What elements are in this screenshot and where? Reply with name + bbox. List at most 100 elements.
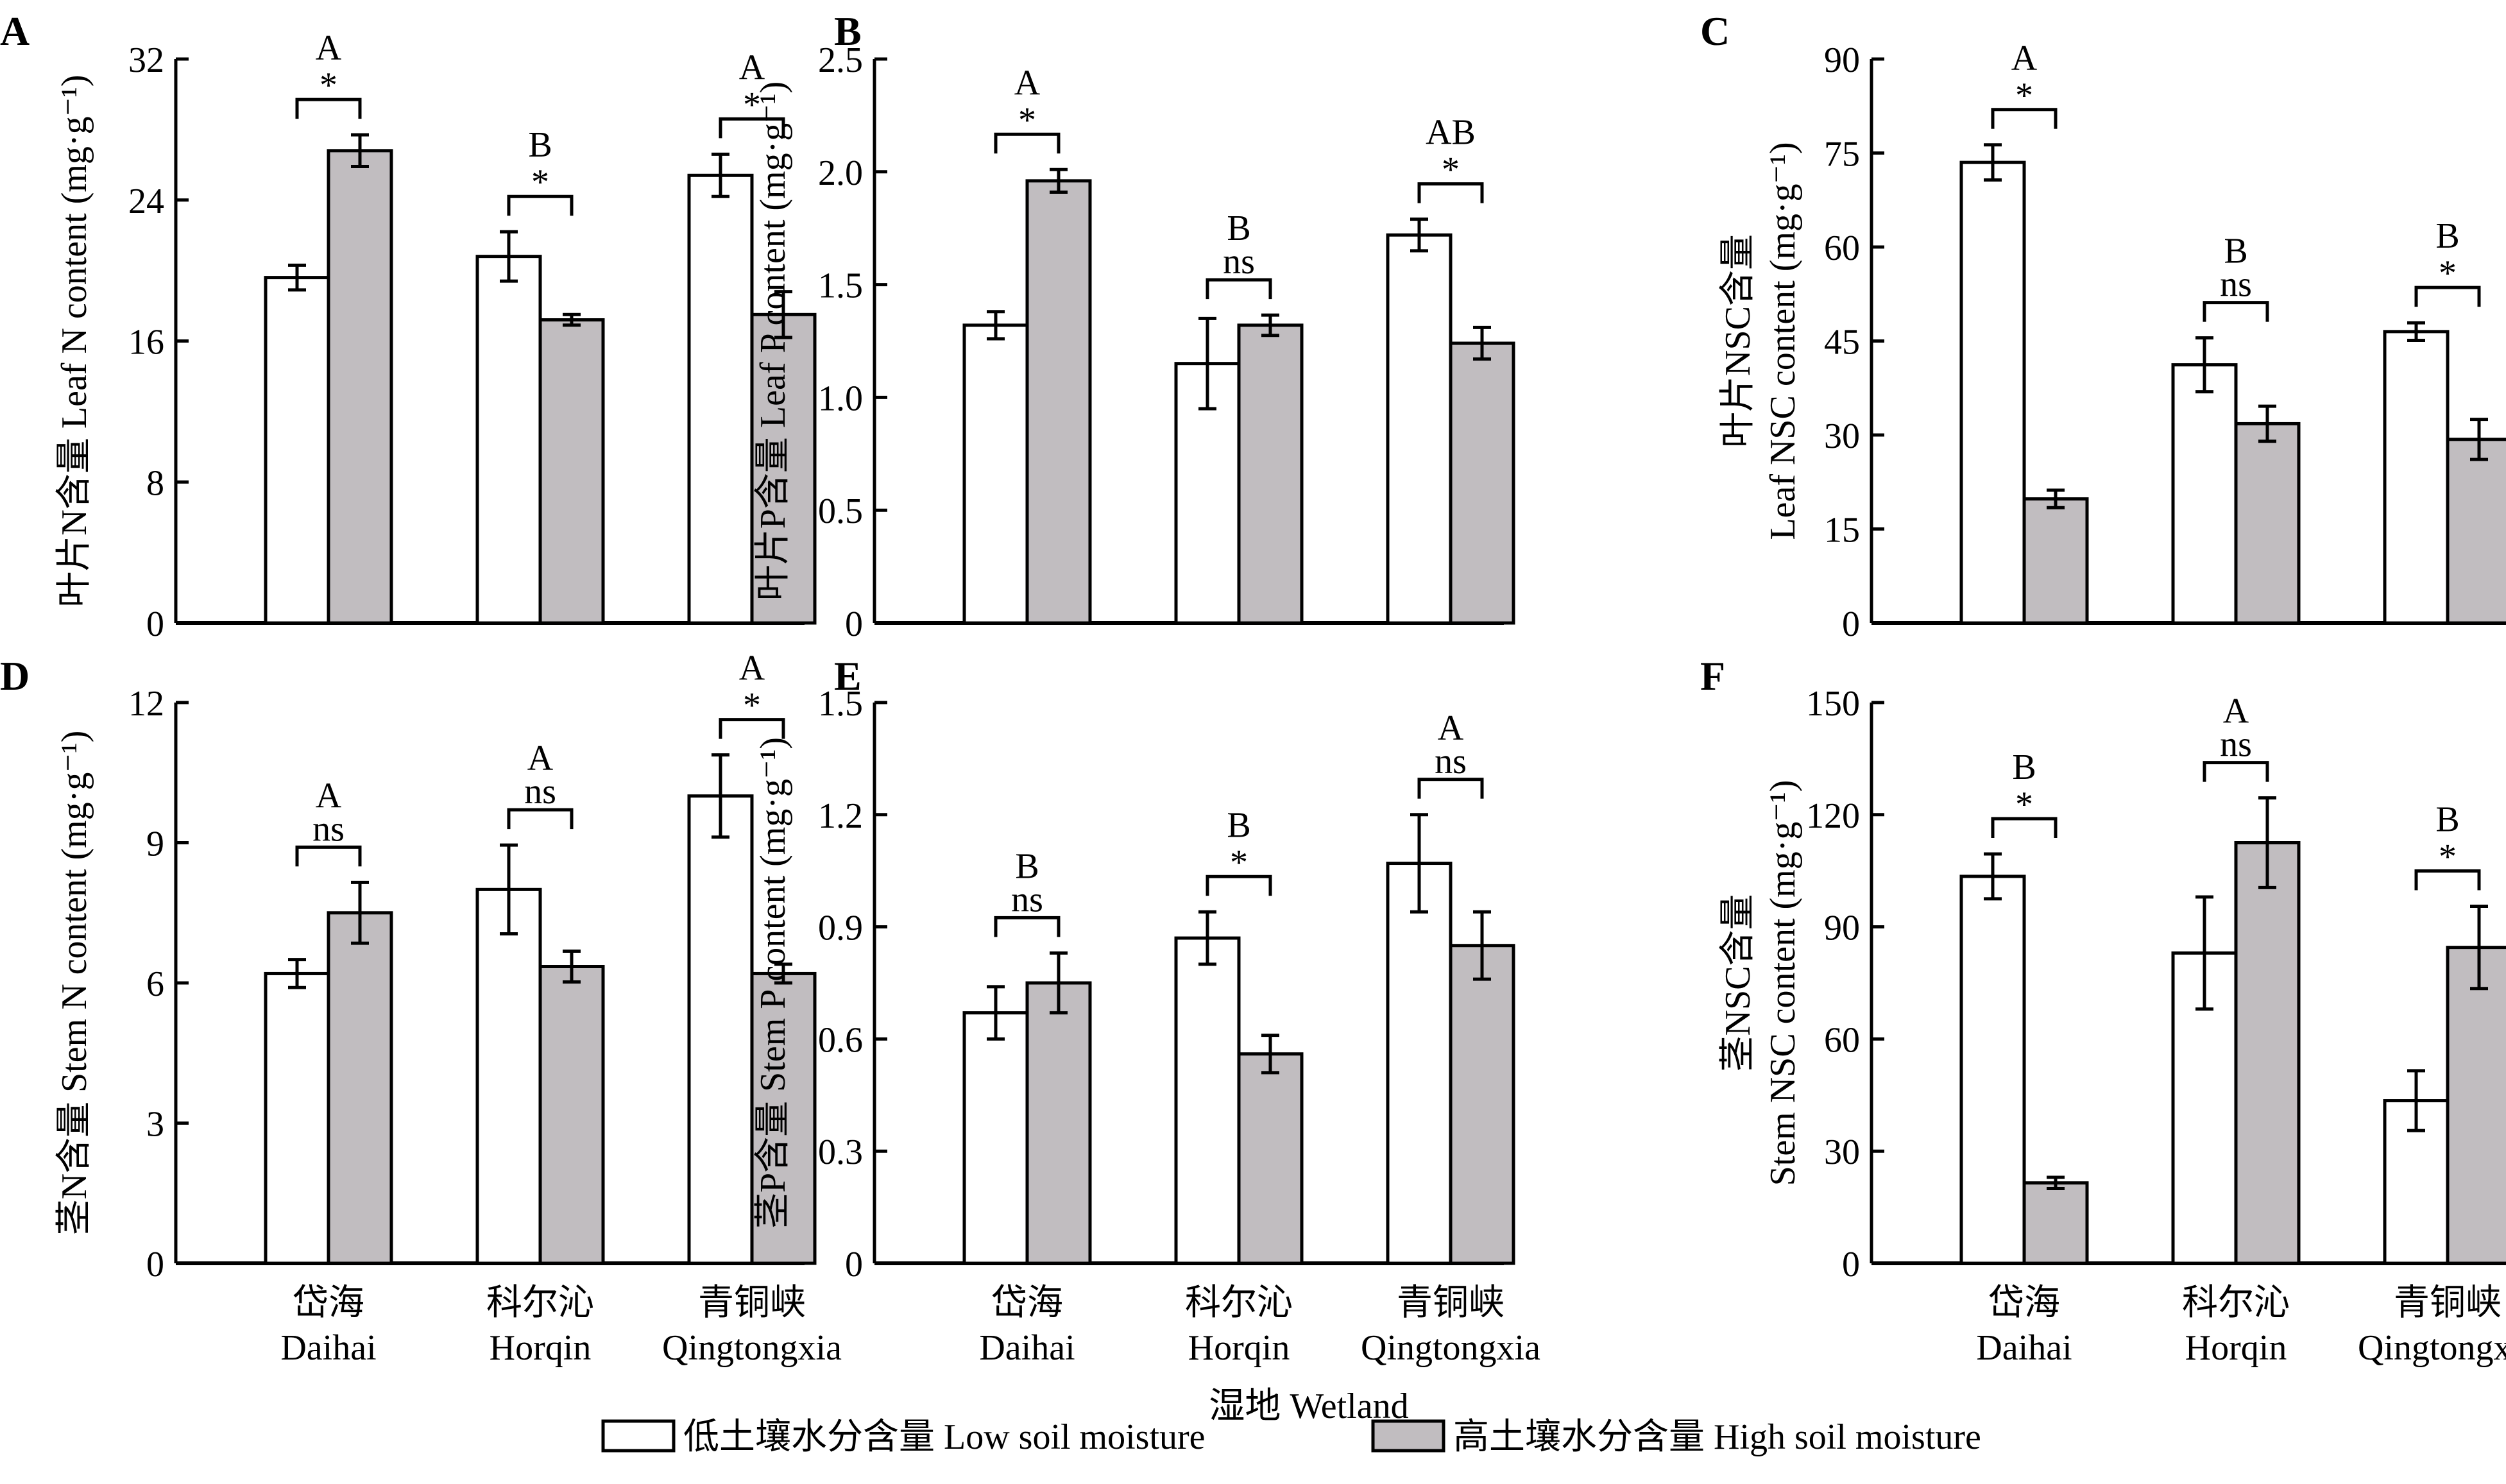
x-tick-label: Horqin xyxy=(1188,1328,1290,1368)
y-axis-label-cn: 茎N含量 xyxy=(55,1102,94,1235)
x-tick-label: Daihai xyxy=(1976,1328,2072,1368)
significance-label: * xyxy=(743,686,761,726)
y-axis-label-en: Stem N content (mg·g⁻¹) xyxy=(55,731,94,1093)
bar-high-moisture xyxy=(327,149,393,625)
bar-low-moisture xyxy=(687,173,754,625)
group-letter: B xyxy=(2224,232,2247,271)
bar-low-moisture xyxy=(687,794,754,1265)
x-tick-label-cn: 科尔沁 xyxy=(486,1283,594,1323)
panel-letter: E xyxy=(834,653,862,699)
y-tick-label: 0.6 xyxy=(818,1020,863,1060)
bar-high-moisture xyxy=(2446,438,2506,625)
x-tick-label: Daihai xyxy=(280,1328,376,1368)
significance-bracket xyxy=(2414,869,2481,891)
panel-letter: B xyxy=(834,8,862,54)
significance-label: * xyxy=(743,85,761,124)
significance-bracket xyxy=(719,117,785,139)
group-letter: A xyxy=(2011,38,2038,78)
legend-swatch-low xyxy=(601,1419,676,1453)
group-letter: B xyxy=(1227,209,1250,248)
bar-high-moisture xyxy=(750,312,817,625)
significance-label: * xyxy=(1230,842,1248,882)
significance-bracket xyxy=(2203,301,2269,322)
bar-high-moisture xyxy=(1025,981,1092,1265)
x-tick-label: Horqin xyxy=(490,1328,592,1368)
x-tick-label: Qingtongxia xyxy=(662,1328,842,1368)
y-tick-label: 0 xyxy=(1842,1245,1860,1284)
y-tick-label: 8 xyxy=(146,463,164,503)
bar-low-moisture xyxy=(475,887,542,1265)
y-axis-label-space xyxy=(55,429,94,438)
y-axis-label: 茎P含量 Stem P content (mg·g⁻¹) xyxy=(753,737,793,1229)
bar-low-moisture xyxy=(1386,233,1453,625)
y-tick-label: 15 xyxy=(1824,511,1860,550)
y-tick-label: 2.5 xyxy=(818,40,863,80)
y-tick-label: 90 xyxy=(1824,908,1860,948)
y-tick-label: 60 xyxy=(1824,1020,1860,1060)
group-letter: B xyxy=(2435,216,2459,256)
bar-low-moisture xyxy=(962,323,1029,625)
significance-label: ns xyxy=(1435,742,1467,781)
y-axis-label-cn: 叶片N含量 xyxy=(55,438,94,607)
significance-bracket xyxy=(295,845,362,867)
significance-label: ns xyxy=(1011,880,1043,919)
y-axis-label: 叶片N含量 Leaf N content (mg·g⁻¹) xyxy=(55,74,94,607)
y-axis-label: Stem NSC content (mg·g⁻¹) xyxy=(1763,780,1803,1186)
panel-letter: C xyxy=(1700,8,1730,54)
y-tick-label: 0 xyxy=(845,1245,863,1284)
bar-high-moisture xyxy=(2022,1181,2089,1265)
y-tick-label: 30 xyxy=(1824,1132,1860,1172)
significance-label: * xyxy=(2015,785,2033,824)
x-tick-label: Qingtongxia xyxy=(2358,1328,2506,1368)
y-axis-label-cn: 茎NSC含量 xyxy=(1718,894,1758,1072)
significance-bracket xyxy=(1417,182,1484,203)
y-tick-label: 2.0 xyxy=(818,153,863,193)
significance-label: ns xyxy=(2220,265,2252,305)
significance-label: ns xyxy=(1223,242,1255,282)
group-letter: B xyxy=(528,125,552,165)
bar-high-moisture xyxy=(1449,341,1515,625)
significance-bracket xyxy=(2203,761,2269,782)
significance-bracket xyxy=(1991,817,2058,838)
group-letter: A xyxy=(1014,63,1041,103)
group-letter: AB xyxy=(1426,113,1476,153)
y-tick-label: 3 xyxy=(146,1105,164,1145)
bar-low-moisture xyxy=(475,255,542,625)
group-letter: A xyxy=(739,649,765,688)
y-tick-label: 0 xyxy=(146,604,164,644)
y-tick-label: 45 xyxy=(1824,323,1860,362)
bar-high-moisture xyxy=(1237,1052,1304,1265)
bar-high-moisture xyxy=(2234,841,2301,1265)
significance-bracket xyxy=(1417,778,1484,799)
bar-high-moisture xyxy=(538,318,605,625)
y-tick-label: 6 xyxy=(146,964,164,1004)
significance-label: * xyxy=(531,162,549,202)
bar-low-moisture xyxy=(1174,936,1241,1265)
panel-e: E 0 0.3 0.6 0.9 1.2 1.5 茎P含量 Stem P content (mg… xyxy=(753,653,1540,1368)
significance-bracket xyxy=(994,916,1061,937)
legend-swatch-high xyxy=(1371,1419,1445,1453)
significance-label: * xyxy=(2015,76,2033,115)
bar-low-moisture xyxy=(1959,874,2026,1265)
x-tick-label-cn: 岱海 xyxy=(991,1283,1063,1323)
significance-label: * xyxy=(2439,837,2457,877)
x-tick-label-cn: 岱海 xyxy=(1988,1283,2060,1323)
y-tick-label: 0.9 xyxy=(818,908,863,948)
y-axis-label-cn: 叶片P含量 xyxy=(753,437,793,601)
group-letter: B xyxy=(1015,846,1039,886)
y-tick-label: 90 xyxy=(1824,40,1860,80)
y-tick-label: 150 xyxy=(1806,684,1860,724)
significance-bracket xyxy=(295,98,362,119)
bar-low-moisture xyxy=(2171,363,2238,625)
y-axis-label: 叶片P含量 Leaf P content (mg·g⁻¹) xyxy=(753,81,793,601)
significance-label: * xyxy=(1442,150,1460,190)
bar-low-moisture xyxy=(264,276,330,625)
y-tick-label: 9 xyxy=(146,824,164,864)
x-tick-label-cn: 青铜峡 xyxy=(1397,1283,1504,1323)
y-tick-label: 1.5 xyxy=(818,266,863,306)
significance-label: ns xyxy=(2220,725,2252,765)
y-tick-label: 1.0 xyxy=(818,379,863,418)
y-tick-label: 0 xyxy=(845,604,863,644)
